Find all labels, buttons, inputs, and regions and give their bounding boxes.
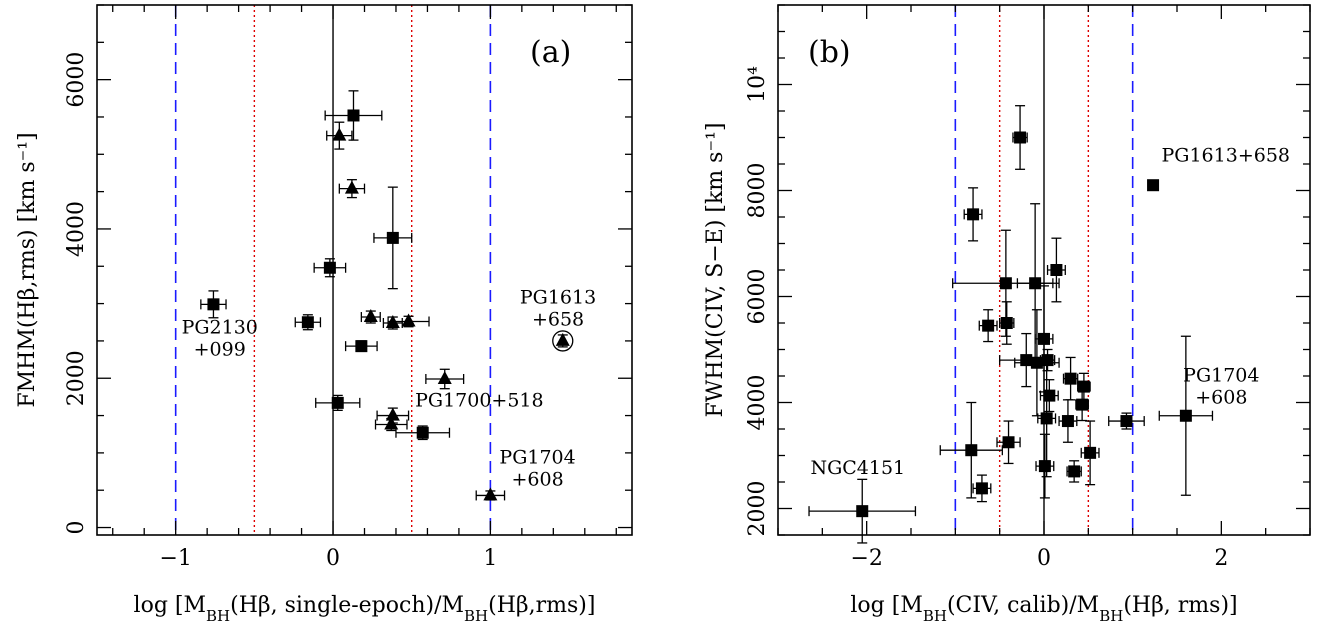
data-point-triangle	[360, 309, 381, 324]
annotation-label: PG1704 +608	[499, 446, 575, 490]
data-point-square	[1077, 372, 1091, 401]
data-point-square	[1034, 285, 1054, 393]
data-point-square	[1012, 105, 1028, 170]
annotation-label: PG1700+518	[415, 390, 544, 412]
data-point-square	[315, 394, 361, 411]
y-tick-label: 6000	[745, 269, 770, 325]
x-axis-label: log [MBH(CIV, calib)/MBH(Hβ, rms)]	[850, 593, 1237, 625]
data-point-square	[972, 474, 992, 503]
annotation-label: PG1704 +608	[1183, 364, 1259, 408]
data-point-square	[324, 90, 383, 141]
data-point-square	[996, 420, 1021, 465]
y-tick-label: 10⁴	[745, 66, 770, 103]
data-point-square	[1158, 335, 1214, 496]
data-point-square	[1080, 420, 1100, 486]
annotation-label: NGC4151	[810, 457, 905, 479]
data-point-square	[808, 478, 917, 544]
data-point-square	[1147, 179, 1160, 192]
data-point-square	[1058, 399, 1078, 443]
data-point-triangle	[326, 121, 353, 150]
y-axis-label: FWHM(CIV, S−E) [km s⁻¹]	[703, 123, 728, 418]
y-tick-label: 2000	[64, 350, 89, 406]
data-point-square	[200, 290, 227, 319]
x-tick-label: 2	[1214, 546, 1228, 571]
data-point-square	[978, 309, 998, 343]
panel-label: (b)	[808, 35, 851, 70]
data-point-square	[1062, 356, 1079, 401]
panel-a: −1 0 1 0 2000 4000 6000 log [MBH(Hβ, single-epo…	[15, 4, 633, 625]
x-tick-label: −1	[159, 546, 191, 571]
data-point-square	[313, 258, 347, 278]
data-point-triangle	[425, 368, 465, 390]
x-tick-label: 1	[483, 546, 497, 571]
data-point-triangle	[552, 330, 574, 352]
y-tick-label: 0	[64, 521, 89, 535]
data-point-square	[963, 187, 983, 242]
data-point-square	[395, 425, 451, 441]
data-point-square	[939, 401, 1003, 499]
data-point-square	[1039, 379, 1059, 413]
y-tick-label: 4000	[745, 375, 770, 431]
data-point-triangle	[475, 487, 506, 501]
data-point-triangle	[387, 313, 430, 328]
x-tick-label: −2	[850, 546, 882, 571]
data-point-square	[1075, 388, 1089, 422]
data-point-square	[1046, 237, 1066, 303]
y-tick-label: 6000	[64, 52, 89, 108]
data-point-triangle	[374, 416, 408, 432]
x-tick-label: 0	[326, 546, 340, 571]
y-tick-label: 2000	[745, 481, 770, 537]
x-tick-label: 0	[1037, 546, 1051, 571]
annotation-label: PG1613+658	[520, 287, 596, 331]
data-point-square	[999, 301, 1015, 345]
data-point-square	[1037, 359, 1057, 478]
data-point-square	[1108, 412, 1145, 430]
annotation-label: PG1613+658	[1162, 144, 1291, 166]
data-point-square	[1066, 460, 1082, 483]
y-tick-label: 8000	[745, 163, 770, 219]
data-point-triangle	[338, 179, 366, 199]
data-point-square	[344, 340, 378, 353]
x-axis-label: log [MBH(Hβ, single-epoch)/MBH(Hβ,rms)]	[134, 593, 596, 625]
data-point-square	[373, 186, 413, 290]
y-axis-label: FMHM(Hβ,rms) [km s⁻¹]	[15, 132, 40, 407]
annotation-label: PG2130 +099	[182, 316, 258, 360]
data-point-square	[1035, 433, 1055, 499]
panel-label: (a)	[530, 35, 571, 70]
y-tick-label: 4000	[64, 201, 89, 257]
data-point-square	[294, 314, 322, 331]
panel-b: −2 0 2 2000 4000 6000 8000 10⁴ log [MBH(CIV, cal…	[703, 4, 1311, 625]
